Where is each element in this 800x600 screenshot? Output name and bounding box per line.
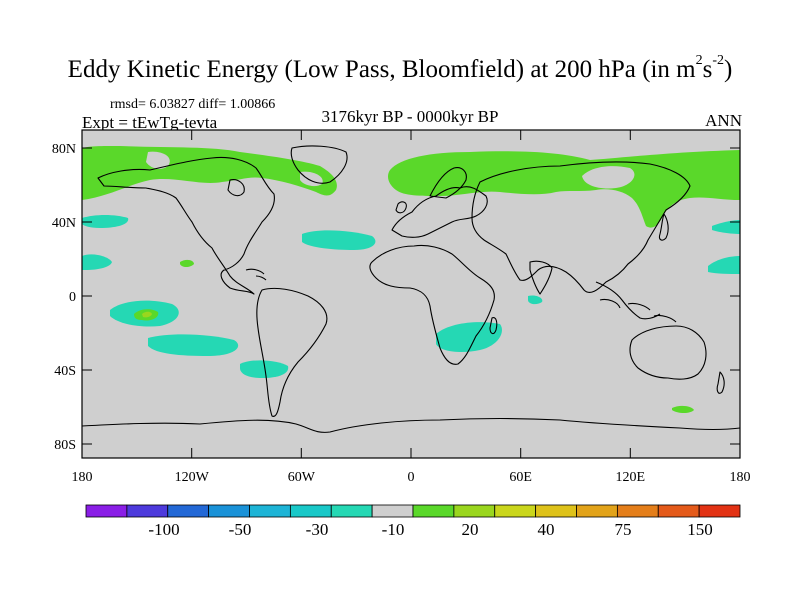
coastline-south-america (256, 287, 328, 417)
negative-region-west-pacific (708, 256, 740, 274)
colorbar-label: 150 (687, 520, 713, 539)
colorbar-swatch (208, 504, 250, 518)
lon-labels: 180 120W 60W 0 60E 120E 180 (72, 470, 751, 485)
lat-label: 40N (52, 216, 76, 231)
lat-label: 0 (69, 290, 76, 305)
coastline-greenland (290, 145, 348, 184)
colorbar-labels: -100 -50 -30 -10 20 40 75 150 (148, 520, 712, 539)
lon-label: 180 (72, 470, 93, 485)
coastline-asia (471, 161, 691, 293)
coastline-new-zealand (716, 371, 725, 394)
colorbar-label: -30 (306, 520, 329, 539)
lon-label: 60W (288, 470, 316, 485)
lat-label: 80N (52, 142, 76, 157)
positive-region-eurasia (388, 150, 740, 228)
lat-label: 40S (54, 364, 76, 379)
colorbar-label: 75 (615, 520, 632, 539)
coastline-antarctica (82, 417, 740, 433)
colorbar-swatch (698, 504, 741, 518)
experiment-label: Expt = tEwTg-tevta (82, 113, 218, 132)
lon-label: 180 (730, 470, 751, 485)
negative-region-south-pacific (148, 334, 239, 356)
chart-title: Eddy Kinetic Energy (Low Pass, Bloomfiel… (67, 52, 733, 83)
colorbar-label: -10 (382, 520, 405, 539)
neutral-gap-pacific (146, 151, 170, 169)
coastline-caribbean (245, 268, 267, 281)
positive-region-north-pacific-america (82, 146, 337, 200)
colorbar-swatch (249, 504, 291, 518)
colorbar-swatch (576, 504, 618, 518)
negative-region-nw-pacific (712, 220, 740, 234)
lon-ticks (81, 130, 741, 458)
coastline-north-america (97, 156, 275, 295)
coastline-australia (629, 325, 707, 380)
colorbar-swatch (494, 504, 537, 518)
coastline-europe (391, 186, 488, 238)
coastline-madagascar (489, 317, 498, 335)
stats-text: rmsd= 6.03827 diff= 1.00866 (110, 97, 276, 112)
lat-ticks (82, 147, 740, 445)
colorbar-label: 40 (538, 520, 555, 539)
lon-label: 120E (616, 470, 646, 485)
coastline-india (529, 260, 553, 295)
colorbar-swatch (616, 504, 659, 518)
negative-region-atlantic (302, 230, 376, 250)
peak-region-tropical (142, 311, 152, 318)
lon-label: 60E (509, 470, 532, 485)
colorbar-label: -100 (148, 520, 179, 539)
coastline-hudson-bay (227, 179, 245, 197)
positive-region-hawaii (180, 259, 194, 267)
lon-label: 120W (175, 470, 210, 485)
colorbar-swatch (167, 504, 210, 518)
colorbar-swatch (535, 504, 577, 518)
coastline-british-isles (395, 201, 407, 214)
coastline-africa (369, 244, 495, 365)
lat-label: 80S (54, 438, 76, 453)
negative-region-madagascar (528, 295, 543, 305)
positive-region-tasman (672, 405, 694, 413)
period-label: 3176kyr BP - 0000kyr BP (321, 107, 499, 126)
colorbar-swatch (657, 504, 700, 518)
season-label: ANN (705, 111, 742, 130)
coastline-scandinavia (429, 167, 467, 199)
lon-label: 0 (408, 470, 415, 485)
colorbar-swatch (453, 504, 496, 518)
neutral-gap-siberia (582, 166, 635, 189)
coastlines (82, 145, 740, 433)
coastline-southeast-asia (595, 281, 661, 320)
colorbar-label: -50 (229, 520, 252, 539)
coastline-indonesia (599, 298, 677, 323)
colorbar-swatch (371, 504, 414, 518)
negative-region-indian-ocean (436, 322, 502, 352)
colorbar-swatch (289, 504, 332, 518)
colorbar-swatch (330, 504, 373, 518)
colorbar-swatch (85, 504, 128, 518)
negative-region-east-pacific (82, 254, 112, 270)
colorbar-label: 20 (462, 520, 479, 539)
negative-region-north-pacific (82, 215, 129, 228)
colorbar (85, 504, 741, 518)
negative-region-chile (240, 360, 289, 378)
colorbar-swatch (126, 504, 169, 518)
lat-labels: 80N 40N 0 40S 80S (52, 142, 76, 453)
colorbar-swatch (412, 504, 455, 518)
contour-fields (82, 145, 740, 433)
coastline-japan (658, 213, 669, 241)
